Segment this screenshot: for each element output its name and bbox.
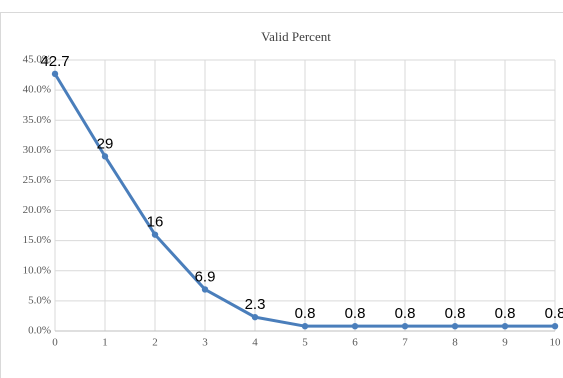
- y-tick-label: 15.0%: [23, 234, 51, 246]
- y-tick-label: 30.0%: [23, 144, 51, 156]
- data-point: [51, 70, 59, 78]
- x-tick-label: 0: [52, 337, 58, 349]
- x-tick-label: 6: [352, 337, 358, 349]
- x-tick-label: 8: [452, 337, 458, 349]
- data-point: [551, 322, 559, 330]
- y-tick-label: 25.0%: [23, 174, 51, 186]
- data-point: [201, 286, 209, 293]
- y-tick-label: 5.0%: [28, 294, 51, 306]
- data-label: 0.8: [545, 305, 563, 322]
- data-point: [501, 322, 509, 330]
- y-tick-label: 0.0%: [28, 325, 51, 337]
- data-label: 2.3: [245, 296, 266, 313]
- data-label: 0.8: [295, 305, 316, 322]
- chart-frame: [0, 12, 563, 378]
- x-tick-label: 10: [550, 337, 562, 349]
- data-label: 0.8: [445, 305, 466, 322]
- data-point: [151, 231, 159, 238]
- data-point: [401, 322, 409, 330]
- chart-title: Valid Percent: [261, 29, 331, 44]
- data-point: [301, 322, 309, 330]
- x-tick-label: 9: [502, 337, 508, 349]
- data-label: 0.8: [495, 305, 516, 322]
- y-tick-label: 45.0%: [23, 54, 51, 66]
- y-tick-label: 40.0%: [23, 84, 51, 96]
- x-tick-label: 1: [102, 337, 108, 349]
- y-tick-label: 35.0%: [23, 114, 51, 126]
- data-point: [251, 313, 259, 321]
- data-point: [101, 153, 109, 160]
- x-tick-label: 3: [202, 337, 208, 349]
- data-label: 42.7: [40, 53, 69, 70]
- data-point: [351, 322, 359, 330]
- data-label: 6.9: [195, 268, 216, 285]
- data-point: [451, 322, 459, 330]
- x-tick-label: 7: [402, 337, 408, 349]
- data-label: 29: [97, 135, 114, 152]
- data-label: 0.8: [395, 305, 416, 322]
- y-tick-label: 10.0%: [23, 264, 51, 276]
- x-tick-label: 5: [302, 337, 308, 349]
- data-label: 0.8: [345, 305, 366, 322]
- data-label: 16: [147, 214, 164, 231]
- y-tick-label: 20.0%: [23, 204, 51, 216]
- x-tick-label: 2: [152, 337, 158, 349]
- x-tick-label: 4: [252, 337, 258, 349]
